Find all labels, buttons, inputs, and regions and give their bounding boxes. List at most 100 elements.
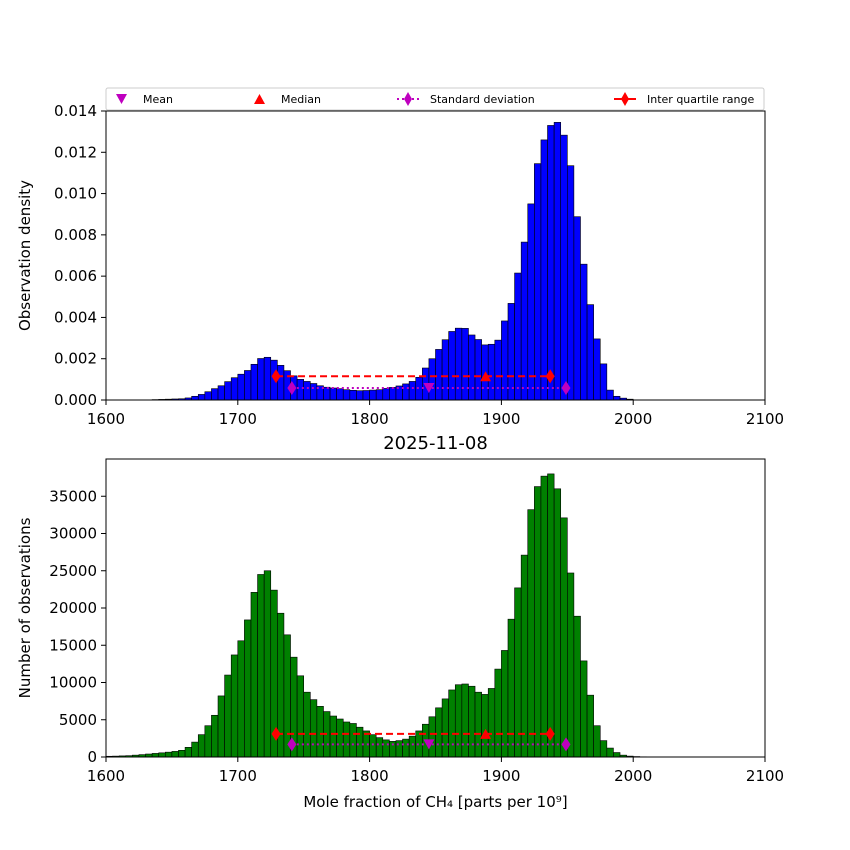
- histogram-bar: [382, 739, 390, 758]
- histogram-bar: [606, 389, 614, 401]
- histogram-bar: [224, 381, 232, 401]
- histogram-bar: [586, 694, 594, 758]
- histogram-bar: [342, 721, 351, 758]
- bottom-y-axis-label: Number of observations: [16, 517, 34, 698]
- histogram-bar: [454, 327, 463, 401]
- histogram-bar: [474, 339, 482, 401]
- histogram-bar: [501, 650, 509, 758]
- histogram-bar: [204, 391, 212, 401]
- x-tick-label: 2000: [614, 410, 652, 428]
- histogram-bar: [448, 689, 456, 758]
- y-tick-label: 0.012: [54, 143, 97, 161]
- histogram-bar: [375, 389, 384, 401]
- histogram-bar: [540, 139, 548, 401]
- y-tick-label: 0.006: [54, 267, 97, 285]
- legend-iqr-label: Inter quartile range: [647, 93, 754, 106]
- median-marker: [480, 371, 492, 382]
- bottom-stats-overlay: [271, 726, 571, 752]
- histogram-bar: [520, 554, 529, 758]
- histogram-bar: [356, 390, 364, 401]
- histogram-bar: [408, 381, 417, 401]
- histogram-bar: [303, 691, 311, 758]
- x-tick-label: 1800: [351, 767, 389, 785]
- top-stats-overlay: [271, 369, 571, 396]
- histogram-bar: [257, 574, 265, 758]
- median-marker-icon: [254, 94, 265, 104]
- histogram-bar: [468, 334, 476, 401]
- iqr-low-marker: [271, 726, 281, 741]
- histogram-bar: [178, 749, 186, 758]
- histogram-bar: [428, 358, 436, 401]
- histogram-bar: [566, 572, 575, 758]
- legend-mean-label: Mean: [143, 93, 173, 106]
- histogram-bar: [441, 339, 449, 401]
- histogram-bar: [586, 304, 594, 401]
- top-plot-frame: [105, 110, 766, 401]
- histogram-bar: [566, 165, 575, 401]
- legend-std-label: Standard deviation: [430, 93, 535, 106]
- histogram-bar: [540, 475, 548, 758]
- top-y-axis-label: Observation density: [16, 180, 34, 331]
- histogram-bar: [514, 272, 522, 401]
- histogram-bar: [283, 634, 291, 758]
- histogram-bar: [197, 734, 206, 758]
- iqr-low-marker: [271, 369, 281, 384]
- x-tick-label: 2100: [746, 410, 784, 428]
- histogram-bar: [599, 363, 608, 401]
- histogram-bar: [362, 390, 370, 401]
- histogram-bar: [428, 716, 436, 758]
- y-tick-label: 5000: [59, 711, 97, 729]
- histogram-bar: [580, 263, 588, 401]
- histogram-bar: [553, 488, 562, 758]
- histogram-bar: [230, 377, 239, 401]
- legend-entry-iqr: Inter quartile range: [614, 92, 754, 106]
- top-y-axis: 0.000 0.002 0.004 0.006 0.008 0.010 0.012 0.014: [54, 102, 106, 409]
- bottom-x-axis-label: Mole fraction of CH₄ [parts per 10⁹]: [303, 793, 567, 811]
- y-tick-label: 0.008: [54, 226, 97, 244]
- histogram-bar: [323, 386, 331, 401]
- x-tick-label: 1700: [219, 410, 257, 428]
- histogram-bar: [369, 734, 377, 758]
- histogram-bar: [389, 387, 397, 401]
- iqr-high-marker: [545, 726, 555, 741]
- y-tick-label: 0.000: [54, 391, 97, 409]
- histogram-bar: [336, 388, 344, 401]
- histogram-bar: [547, 125, 555, 401]
- histogram-bar: [487, 343, 496, 401]
- y-tick-label: 0.004: [54, 308, 97, 326]
- histogram-bar: [237, 373, 245, 401]
- iqr-high-marker: [545, 369, 555, 384]
- legend-entry-mean: Mean: [116, 93, 173, 106]
- top-histogram-bars: [151, 122, 634, 401]
- histogram-bar: [224, 674, 232, 758]
- histogram-bar: [613, 752, 621, 758]
- y-tick-label: 0: [87, 748, 97, 766]
- histogram-bar: [191, 741, 199, 758]
- histogram-bar: [560, 134, 568, 401]
- y-tick-label: 0.010: [54, 185, 97, 203]
- histogram-bar: [369, 389, 377, 401]
- histogram-bar: [197, 394, 206, 401]
- std-low-marker: [287, 381, 297, 396]
- y-tick-label: 15000: [49, 636, 97, 654]
- histogram-bar: [257, 358, 265, 401]
- histogram-bar: [263, 570, 272, 758]
- x-tick-label: 1600: [87, 410, 125, 428]
- histogram-bar: [487, 688, 496, 758]
- bottom-plot-title: 2025-11-08: [383, 433, 488, 454]
- histogram-bar: [461, 683, 469, 758]
- histogram-bar: [507, 303, 515, 401]
- histogram-bar: [547, 473, 555, 758]
- histogram-bar: [237, 640, 245, 758]
- histogram-bar: [534, 163, 542, 401]
- legend-box: [105, 87, 765, 111]
- histogram-bar: [171, 751, 179, 758]
- histogram-bar: [349, 723, 357, 758]
- histogram-bar: [507, 618, 515, 758]
- histogram-bar: [461, 328, 469, 401]
- histogram-bar: [244, 619, 252, 758]
- histogram-bar: [448, 331, 456, 401]
- histogram-bar: [217, 695, 225, 758]
- y-tick-label: 30000: [49, 525, 97, 543]
